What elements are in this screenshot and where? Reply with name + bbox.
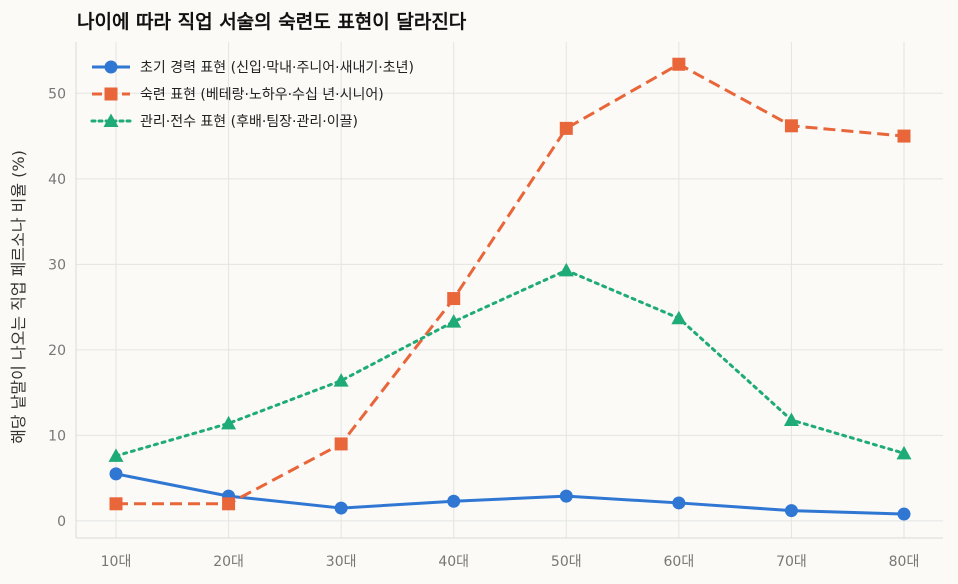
data-point-triangle [103,113,119,127]
data-point-circle [559,489,573,503]
data-point-circle [784,504,798,518]
series-line [116,62,905,506]
data-point-square [104,87,118,101]
legend: 초기 경력 표현 (신입·막내·주니어·새내기·초년) 숙련 표현 (베테랑·노하… [90,60,414,130]
data-point-square [784,119,798,133]
y-tick-label: 50 [48,86,66,102]
data-point-triangle [333,373,349,387]
series-line [114,268,906,458]
y-tick-label: 40 [48,172,66,188]
x-tick-label: 50대 [551,554,582,570]
data-point-circle [672,496,686,510]
data-point-circle [334,501,348,515]
data-point-triangle [108,448,124,462]
data-point-square [897,129,911,143]
data-point-triangle [896,445,912,460]
y-tick-label: 10 [48,428,66,444]
data-point-triangle [558,262,574,277]
data-point-square [447,292,461,306]
axes: 0 10 20 30 40 50 10대 20대 30대 40대 50대 60대 70대 80대 [48,42,943,570]
data-point-circle [447,494,461,508]
data-point-circle [104,60,118,74]
x-tick-label: 60대 [664,554,695,570]
series-line [115,472,905,516]
data-point-triangle [446,314,462,328]
chart-title: 나이에 따라 직업 서술의 숙련도 표현이 달라진다 [77,11,467,33]
legend-label: 초기 경력 표현 (신입·막내·주니어·새내기·초년) [140,60,414,76]
grid [76,42,943,538]
y-tick-label: 30 [48,257,66,273]
legend-entry-2: 숙련 표현 (베테랑·노하우·수십 년·시니어) [92,87,384,103]
legend-label: 숙련 표현 (베테랑·노하우·수십 년·시니어) [140,87,384,103]
data-point-square [222,497,236,511]
x-tick-label: 40대 [438,554,469,570]
series-3 [108,262,912,462]
y-tick-label: 20 [48,343,66,359]
legend-entry-3: 관리·전수 표현 (후배·팀장·관리·이끌) [90,113,358,130]
legend-label: 관리·전수 표현 (후배·팀장·관리·이끌) [140,114,358,130]
data-point-triangle [783,412,799,426]
data-point-square [109,497,123,511]
x-tick-label: 10대 [101,554,132,570]
y-tick-label: 0 [57,514,66,530]
data-point-square [334,437,348,451]
legend-entry-1: 초기 경력 표현 (신입·막내·주니어·새내기·초년) [92,60,414,76]
x-tick-label: 30대 [326,554,357,570]
data-point-triangle [671,310,687,325]
x-tick-label: 70대 [776,554,807,570]
data-point-square [672,57,686,71]
series-2 [109,57,911,511]
y-axis-label: 해당 낱말이 나오는 직업 페르소나 비율 (%) [9,150,28,444]
x-tick-label: 20대 [213,554,244,570]
data-point-square [559,121,573,135]
data-point-circle [109,467,123,481]
data-point-circle [897,507,911,521]
series-layer [108,57,912,521]
data-point-triangle [221,415,237,430]
x-tick-label: 80대 [889,554,920,570]
